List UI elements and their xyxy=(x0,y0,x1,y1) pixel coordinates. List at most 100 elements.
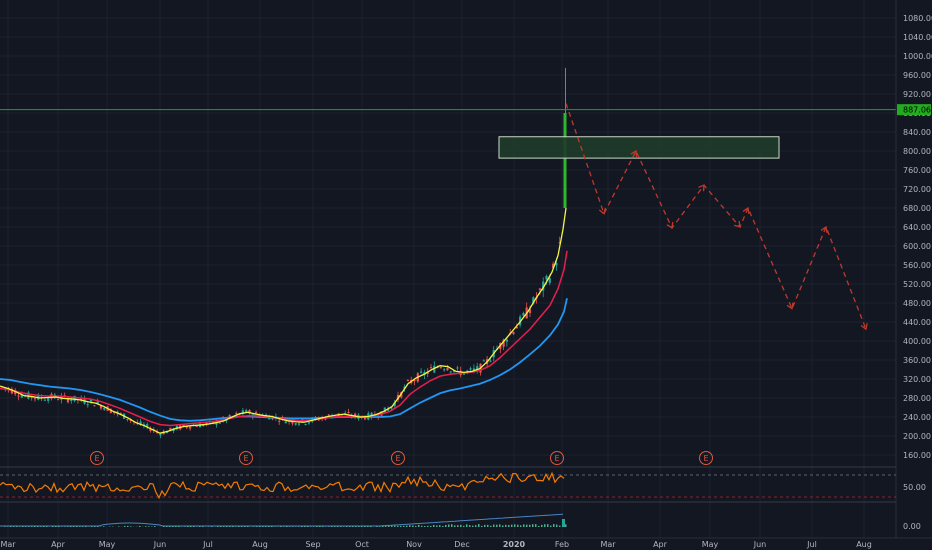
earnings-marker[interactable]: E xyxy=(550,451,564,465)
resistance-zone[interactable] xyxy=(498,136,780,159)
projection-path[interactable] xyxy=(565,103,868,331)
candle-body xyxy=(182,424,185,427)
macd-histogram-bar xyxy=(346,526,348,527)
candle-body xyxy=(545,275,548,280)
macd-histogram-bar xyxy=(454,525,456,527)
last-price-badge xyxy=(897,104,931,116)
macd-histogram-bar xyxy=(565,524,567,527)
macd-histogram-bar xyxy=(520,525,522,527)
macd-histogram-bar xyxy=(307,525,309,527)
macd-histogram-bar xyxy=(397,525,399,527)
earnings-marker[interactable]: E xyxy=(699,451,713,465)
macd-histogram-bar xyxy=(43,526,45,527)
macd-histogram-bar xyxy=(271,526,273,527)
earnings-circle xyxy=(550,451,564,465)
x-tick-label: Feb xyxy=(555,540,569,549)
macd-histogram-bar xyxy=(481,525,483,527)
macd-histogram-bar xyxy=(382,525,384,527)
macd-histogram-bar xyxy=(247,525,249,527)
macd-histogram-bar xyxy=(352,526,354,527)
macd-histogram-bar xyxy=(127,525,129,527)
macd-histogram-bar xyxy=(361,526,363,527)
candle-body xyxy=(139,421,142,425)
candle-body xyxy=(80,397,83,401)
candle-body xyxy=(119,413,122,415)
candle-body xyxy=(241,410,244,414)
macd-histogram-bar xyxy=(10,525,12,527)
macd-histogram-bar xyxy=(169,526,171,527)
macd-histogram-bar xyxy=(199,526,201,527)
macd-histogram-bar xyxy=(178,525,180,527)
candle-body xyxy=(489,360,492,362)
macd-histogram-bar xyxy=(370,525,372,527)
macd-histogram-bar xyxy=(448,524,450,527)
macd-histogram-bar xyxy=(223,526,225,527)
earnings-circle xyxy=(90,451,104,465)
macd-histogram-bar xyxy=(124,525,126,527)
earnings-marker[interactable]: E xyxy=(239,451,253,465)
candle-body xyxy=(558,242,561,244)
macd-histogram-bar xyxy=(259,526,261,527)
macd-histogram-bar xyxy=(514,524,516,527)
macd-histogram-bar xyxy=(484,524,486,527)
candle-body xyxy=(390,407,393,409)
earnings-label: E xyxy=(94,454,99,463)
macd-panel[interactable]: 0.00 xyxy=(0,501,921,531)
candle-body xyxy=(456,367,459,369)
macd-axis-label: 0.00 xyxy=(903,522,921,531)
macd-histogram-bar xyxy=(166,526,168,527)
macd-histogram-bar xyxy=(118,526,120,527)
y-tick-label: 160.00 xyxy=(903,451,931,460)
macd-histogram-bar xyxy=(466,524,468,527)
macd-histogram-bar xyxy=(316,526,318,527)
rsi-panel[interactable]: 50.00 xyxy=(0,466,926,500)
projection-arrowhead xyxy=(630,149,638,158)
macd-histogram-bar xyxy=(190,525,192,527)
candle-body xyxy=(20,395,23,398)
macd-histogram-bar xyxy=(400,525,402,527)
candle-body xyxy=(449,371,452,373)
macd-histogram-bar xyxy=(436,525,438,527)
earnings-marker[interactable]: E xyxy=(391,451,405,465)
rsi-line xyxy=(0,471,565,500)
candle-body xyxy=(195,425,198,427)
macd-histogram-bar xyxy=(550,525,552,527)
candle-body xyxy=(90,399,93,402)
macd-histogram-bar xyxy=(97,526,99,527)
x-tick-label: Mar xyxy=(0,540,16,549)
x-tick-label: Sep xyxy=(305,540,320,549)
candle-body xyxy=(169,427,172,431)
macd-histogram-bar xyxy=(547,524,549,527)
macd-histogram-bar xyxy=(304,525,306,527)
candle-body xyxy=(126,418,129,420)
earnings-marker[interactable]: E xyxy=(90,451,104,465)
macd-histogram-bar xyxy=(493,524,495,527)
x-tick-label: Aug xyxy=(856,540,872,549)
macd-histogram-bar xyxy=(202,526,204,527)
earnings-circle xyxy=(239,451,253,465)
macd-histogram-bar xyxy=(508,524,510,527)
time-axis[interactable]: Mar Apr May Jun Jul Aug Sep Oct Nov Dec 2020 Feb Mar… xyxy=(0,537,932,549)
y-tick-label: 640.00 xyxy=(903,223,931,232)
candle-body xyxy=(413,380,416,382)
candle-body xyxy=(43,399,46,401)
y-tick-label: 200.00 xyxy=(903,432,931,441)
candle-body xyxy=(446,368,449,371)
macd-histogram-bar xyxy=(391,525,393,527)
macd-histogram-bar xyxy=(73,526,75,527)
candle-body xyxy=(159,433,162,436)
projection-arrowhead xyxy=(598,207,607,215)
y-tick-label: 720.00 xyxy=(903,185,931,194)
macd-histogram-bar xyxy=(559,525,561,527)
candle-body xyxy=(291,420,294,424)
macd-histogram-bar xyxy=(244,526,246,527)
macd-histogram-bar xyxy=(175,525,177,527)
zone-box[interactable] xyxy=(498,136,780,159)
projection-line[interactable] xyxy=(565,103,867,330)
candle-body xyxy=(73,395,76,401)
macd-histogram-bar xyxy=(91,526,93,527)
candle-body xyxy=(228,415,231,418)
candle-body xyxy=(552,263,555,269)
